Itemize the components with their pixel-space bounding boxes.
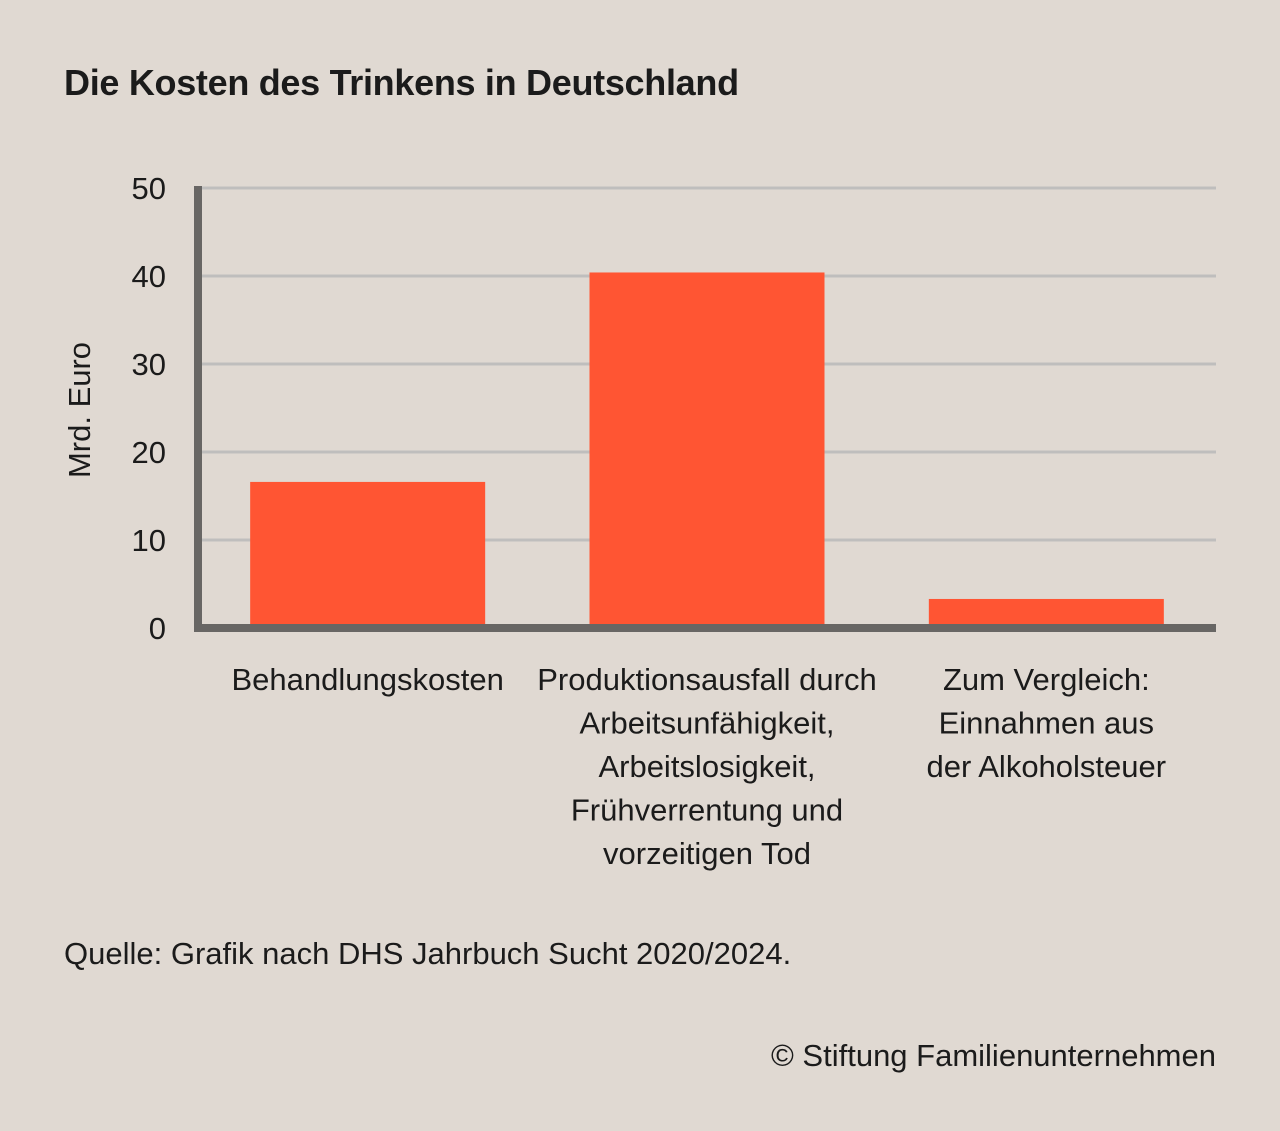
x-tick-label: Behandlungskosten	[232, 662, 504, 697]
x-tick-label: der Alkoholsteuer	[927, 749, 1167, 784]
y-tick-label: 0	[149, 611, 166, 646]
x-tick-label: Arbeitslosigkeit,	[598, 749, 815, 784]
y-axis-label: Mrd. Euro	[62, 342, 97, 478]
y-tick-label: 50	[132, 171, 166, 206]
chart-title: Die Kosten des Trinkens in Deutschland	[64, 62, 739, 103]
y-tick-label: 30	[132, 347, 166, 382]
bar	[589, 272, 825, 628]
copyright-note: © Stiftung Familienunternehmen	[770, 1038, 1216, 1073]
y-tick-label: 20	[132, 435, 166, 470]
x-tick-label: vorzeitigen Tod	[603, 836, 811, 871]
y-tick-label: 10	[132, 523, 166, 558]
bar	[928, 598, 1164, 628]
x-tick-label: Zum Vergleich:	[943, 662, 1150, 697]
source-note: Quelle: Grafik nach DHS Jahrbuch Sucht 2…	[64, 936, 792, 971]
x-tick-label: Arbeitsunfähigkeit,	[579, 706, 834, 741]
y-tick-label: 40	[132, 259, 166, 294]
x-tick-label: Frühverrentung und	[571, 793, 843, 828]
x-tick-label: Einnahmen aus	[939, 706, 1154, 741]
bar	[250, 481, 486, 628]
x-tick-label: Produktionsausfall durch	[537, 662, 876, 697]
